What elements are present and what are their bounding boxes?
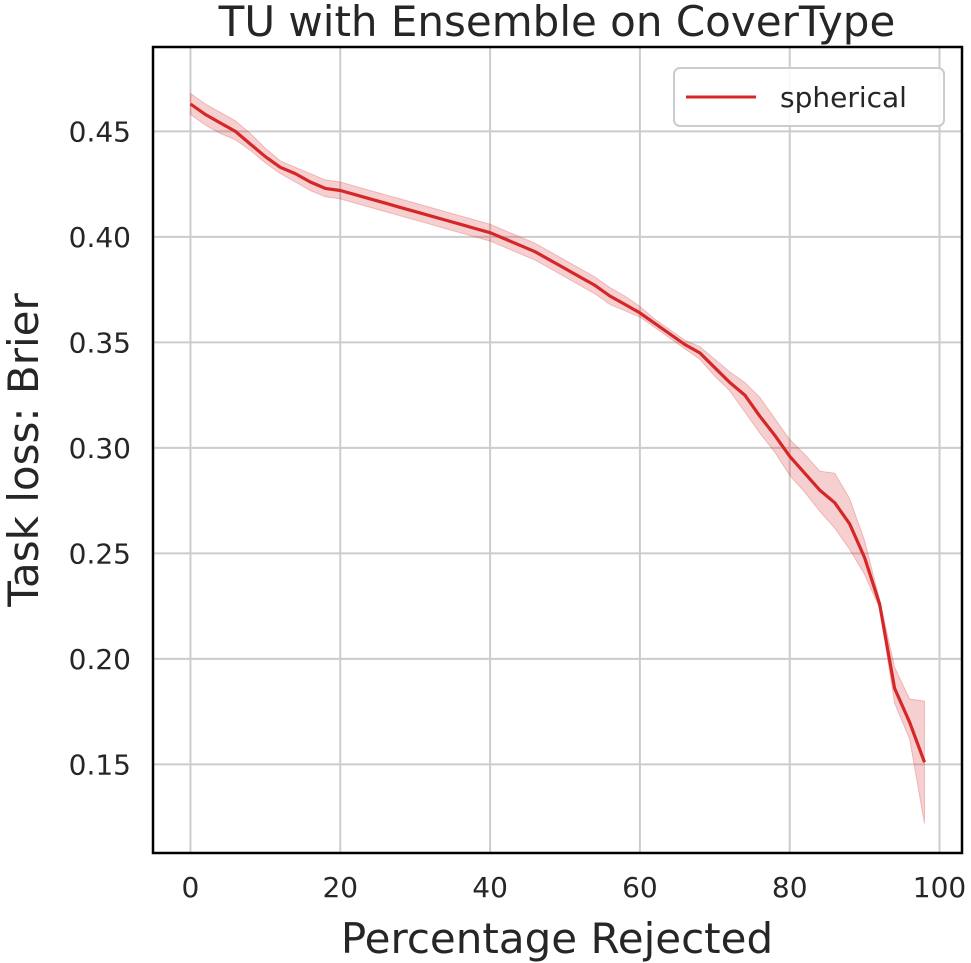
legend: spherical: [673, 67, 945, 127]
x-tick-label: 20: [322, 871, 358, 904]
x-tick-label: 100: [913, 871, 966, 904]
x-tick-label: 80: [772, 871, 808, 904]
y-tick-label: 0.45: [69, 115, 131, 148]
x-axis-label: Percentage Rejected: [341, 914, 773, 963]
legend-box: [673, 67, 945, 127]
plot-frame: [151, 45, 964, 855]
x-tick-label: 0: [182, 871, 200, 904]
x-tick-label: 40: [472, 871, 508, 904]
y-tick-label: 0.25: [69, 537, 131, 570]
legend-label-spherical: spherical: [780, 81, 907, 114]
y-tick-label: 0.40: [69, 221, 131, 254]
y-tick-labels: 0.15 0.20 0.25 0.30 0.35 0.40 0.45: [69, 115, 131, 781]
y-tick-label: 0.35: [69, 326, 131, 359]
chart-title: TU with Ensemble on CoverType: [218, 0, 896, 46]
x-tick-labels: 0 20 40 60 80 100: [182, 871, 967, 904]
confidence-band-layer: [190, 92, 925, 824]
confidence-band-spherical: [190, 92, 925, 824]
x-tick-label: 60: [622, 871, 658, 904]
y-tick-label: 0.15: [69, 748, 131, 781]
y-axis-label: Task loss: Brier: [0, 293, 48, 608]
y-tick-label: 0.30: [69, 432, 131, 465]
grid: [153, 47, 962, 853]
y-tick-label: 0.20: [69, 643, 131, 676]
series-line-spherical: [189, 102, 926, 763]
series-line-layer: [189, 102, 926, 763]
